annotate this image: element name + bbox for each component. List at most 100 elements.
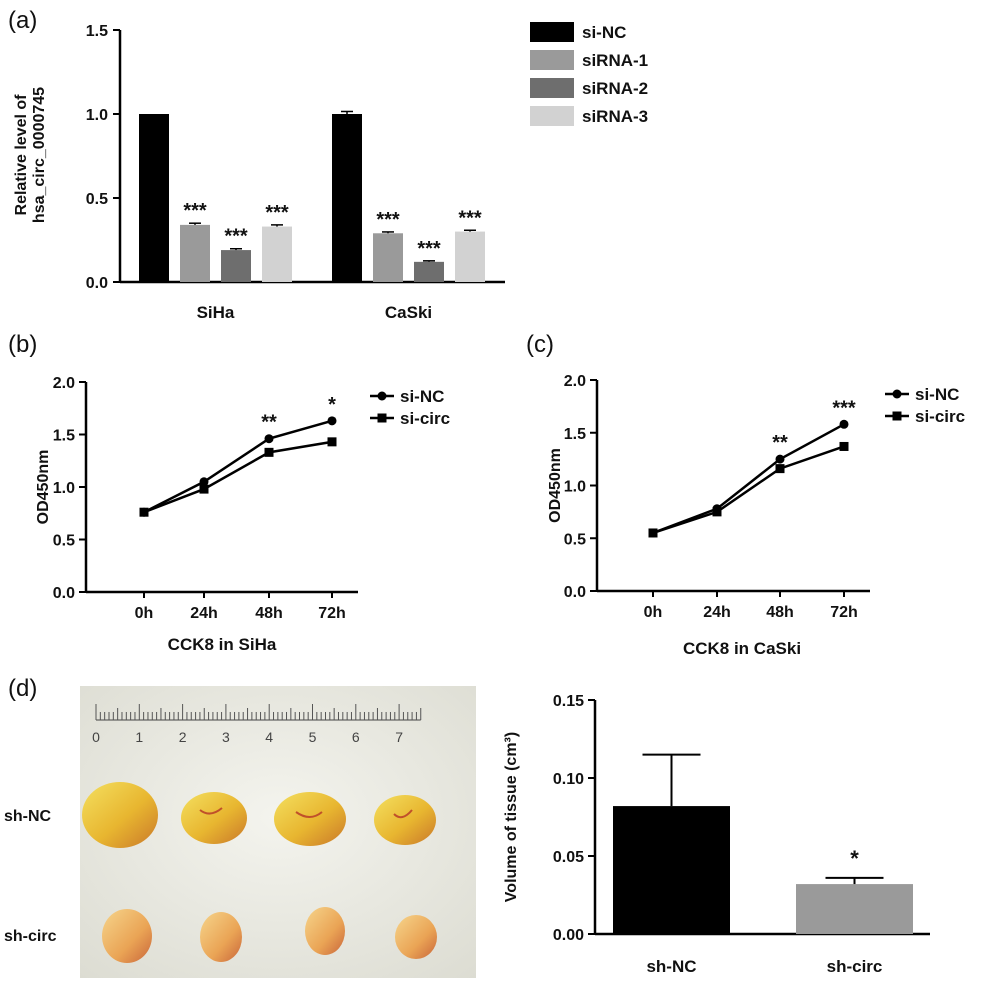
legend-swatch [530, 22, 574, 42]
x-tick-label: 24h [190, 605, 218, 622]
x-tick-label: 0h [644, 604, 663, 621]
ruler-number: 1 [135, 729, 143, 745]
series-line [143, 419, 333, 514]
y-axis-label: OD450nm [547, 448, 564, 523]
tumor-row-sh-circ [102, 907, 437, 963]
photo-row-label-sh-nc: sh-NC [4, 808, 52, 825]
legend-label: si-NC [915, 385, 959, 404]
bar [796, 884, 913, 934]
significance-label: *** [183, 200, 207, 222]
tumor [374, 795, 436, 845]
legend-label: siRNA-1 [582, 51, 648, 70]
data-point [264, 447, 274, 457]
legend-swatch [530, 78, 574, 98]
x-category-label: CaSki [385, 303, 432, 322]
significance-label: *** [458, 207, 482, 229]
tumor [274, 792, 346, 846]
y-tick-label: 1.5 [564, 426, 586, 443]
y-tick-label: 2.0 [564, 373, 586, 390]
legend-label: si-NC [400, 387, 444, 406]
x-axis-label: CCK8 in SiHa [168, 635, 277, 654]
ruler-number: 4 [265, 729, 273, 745]
data-point [327, 437, 337, 447]
tumor [200, 912, 242, 962]
y-axis-label: Volume of tissue (cm³) [503, 732, 520, 902]
y-tick-label: 0.5 [53, 533, 75, 550]
tumor-row-sh-nc [82, 782, 436, 848]
tumor [102, 909, 152, 963]
y-axis-label-line: hsa_circ_0000745 [31, 87, 48, 223]
legend-label: siRNA-3 [582, 107, 648, 126]
ruler-number: 2 [179, 729, 187, 745]
data-point [712, 507, 722, 517]
legend-marker [377, 413, 387, 423]
tumor [181, 792, 247, 844]
x-category-label: sh-circ [827, 957, 883, 976]
y-tick-label: 0.0 [564, 584, 586, 601]
legend-label: si-circ [915, 407, 965, 426]
y-tick-label: 1.0 [86, 107, 108, 124]
bar [332, 114, 362, 282]
data-point [648, 528, 658, 538]
x-category-label: SiHa [197, 303, 235, 322]
chart-b-line: 0.0 0.5 1.0 1.5 2.0 0h 24h 48h 72h CCK8 in SiHa OD… [35, 375, 450, 654]
legend-label: siRNA-2 [582, 79, 648, 98]
legend-swatch [530, 50, 574, 70]
panel-label-c: (c) [526, 331, 554, 358]
ruler-number: 3 [222, 729, 230, 745]
chart-d-bar: 0.00 0.05 0.10 0.15 Volume of tissue (cm³) sh… [503, 693, 930, 976]
x-tick-label: 0h [135, 605, 154, 622]
data-point [839, 441, 849, 451]
blood-vessel [199, 807, 413, 819]
x-tick-label: 24h [703, 604, 731, 621]
significance-label: *** [376, 209, 400, 231]
tumor [395, 915, 437, 959]
ruler-number: 6 [352, 729, 360, 745]
bar [262, 226, 292, 282]
data-point [775, 464, 785, 474]
tumor [305, 907, 345, 955]
series-line [143, 440, 333, 514]
data-point [199, 484, 209, 494]
data-point [199, 477, 209, 487]
legend-swatch [530, 106, 574, 126]
y-tick-label: 1.5 [53, 428, 75, 445]
bar [139, 114, 169, 282]
ruler-number: 5 [309, 729, 317, 745]
data-point [139, 507, 149, 517]
bar [414, 261, 444, 282]
data-point [839, 419, 849, 429]
legend-label: si-NC [582, 23, 626, 42]
x-axis-label: CCK8 in CaSki [683, 639, 801, 658]
bar [455, 231, 485, 282]
ruler: 0 1 2 3 4 5 6 7 [92, 704, 422, 745]
y-axis-label: Relative level ofhsa_circ_0000745 [13, 87, 48, 223]
panel-label-d: (d) [8, 675, 37, 702]
legend-marker [377, 391, 387, 401]
y-tick-label: 0.10 [553, 771, 584, 788]
tumor [82, 782, 158, 848]
data-point [775, 454, 785, 464]
y-axis-label: OD450nm [35, 450, 52, 525]
tumor-photo: 0 1 2 3 4 5 6 7 sh-NC sh-circ [4, 686, 476, 978]
significance-label: *** [265, 202, 289, 224]
bar [373, 233, 403, 282]
significance-label: *** [417, 238, 441, 260]
bar [613, 806, 730, 934]
series-line [652, 423, 845, 535]
photo-row-label-sh-circ: sh-circ [4, 928, 57, 945]
data-point [264, 434, 274, 444]
y-tick-label: 1.5 [86, 23, 108, 40]
bar [180, 224, 210, 282]
legend-marker [892, 389, 902, 399]
panel-label-b: (b) [8, 331, 37, 358]
x-tick-label: 72h [830, 604, 858, 621]
series-line [652, 445, 845, 535]
legend-marker [892, 411, 902, 421]
ruler-number: 7 [395, 729, 403, 745]
bar [221, 250, 251, 282]
chart-c-line: 0.0 0.5 1.0 1.5 2.0 0h 24h 48h 72h CCK8 in CaSki O… [547, 373, 965, 658]
y-tick-label: 0.15 [553, 693, 584, 710]
y-axis-label-line: Relative level of [13, 94, 30, 216]
